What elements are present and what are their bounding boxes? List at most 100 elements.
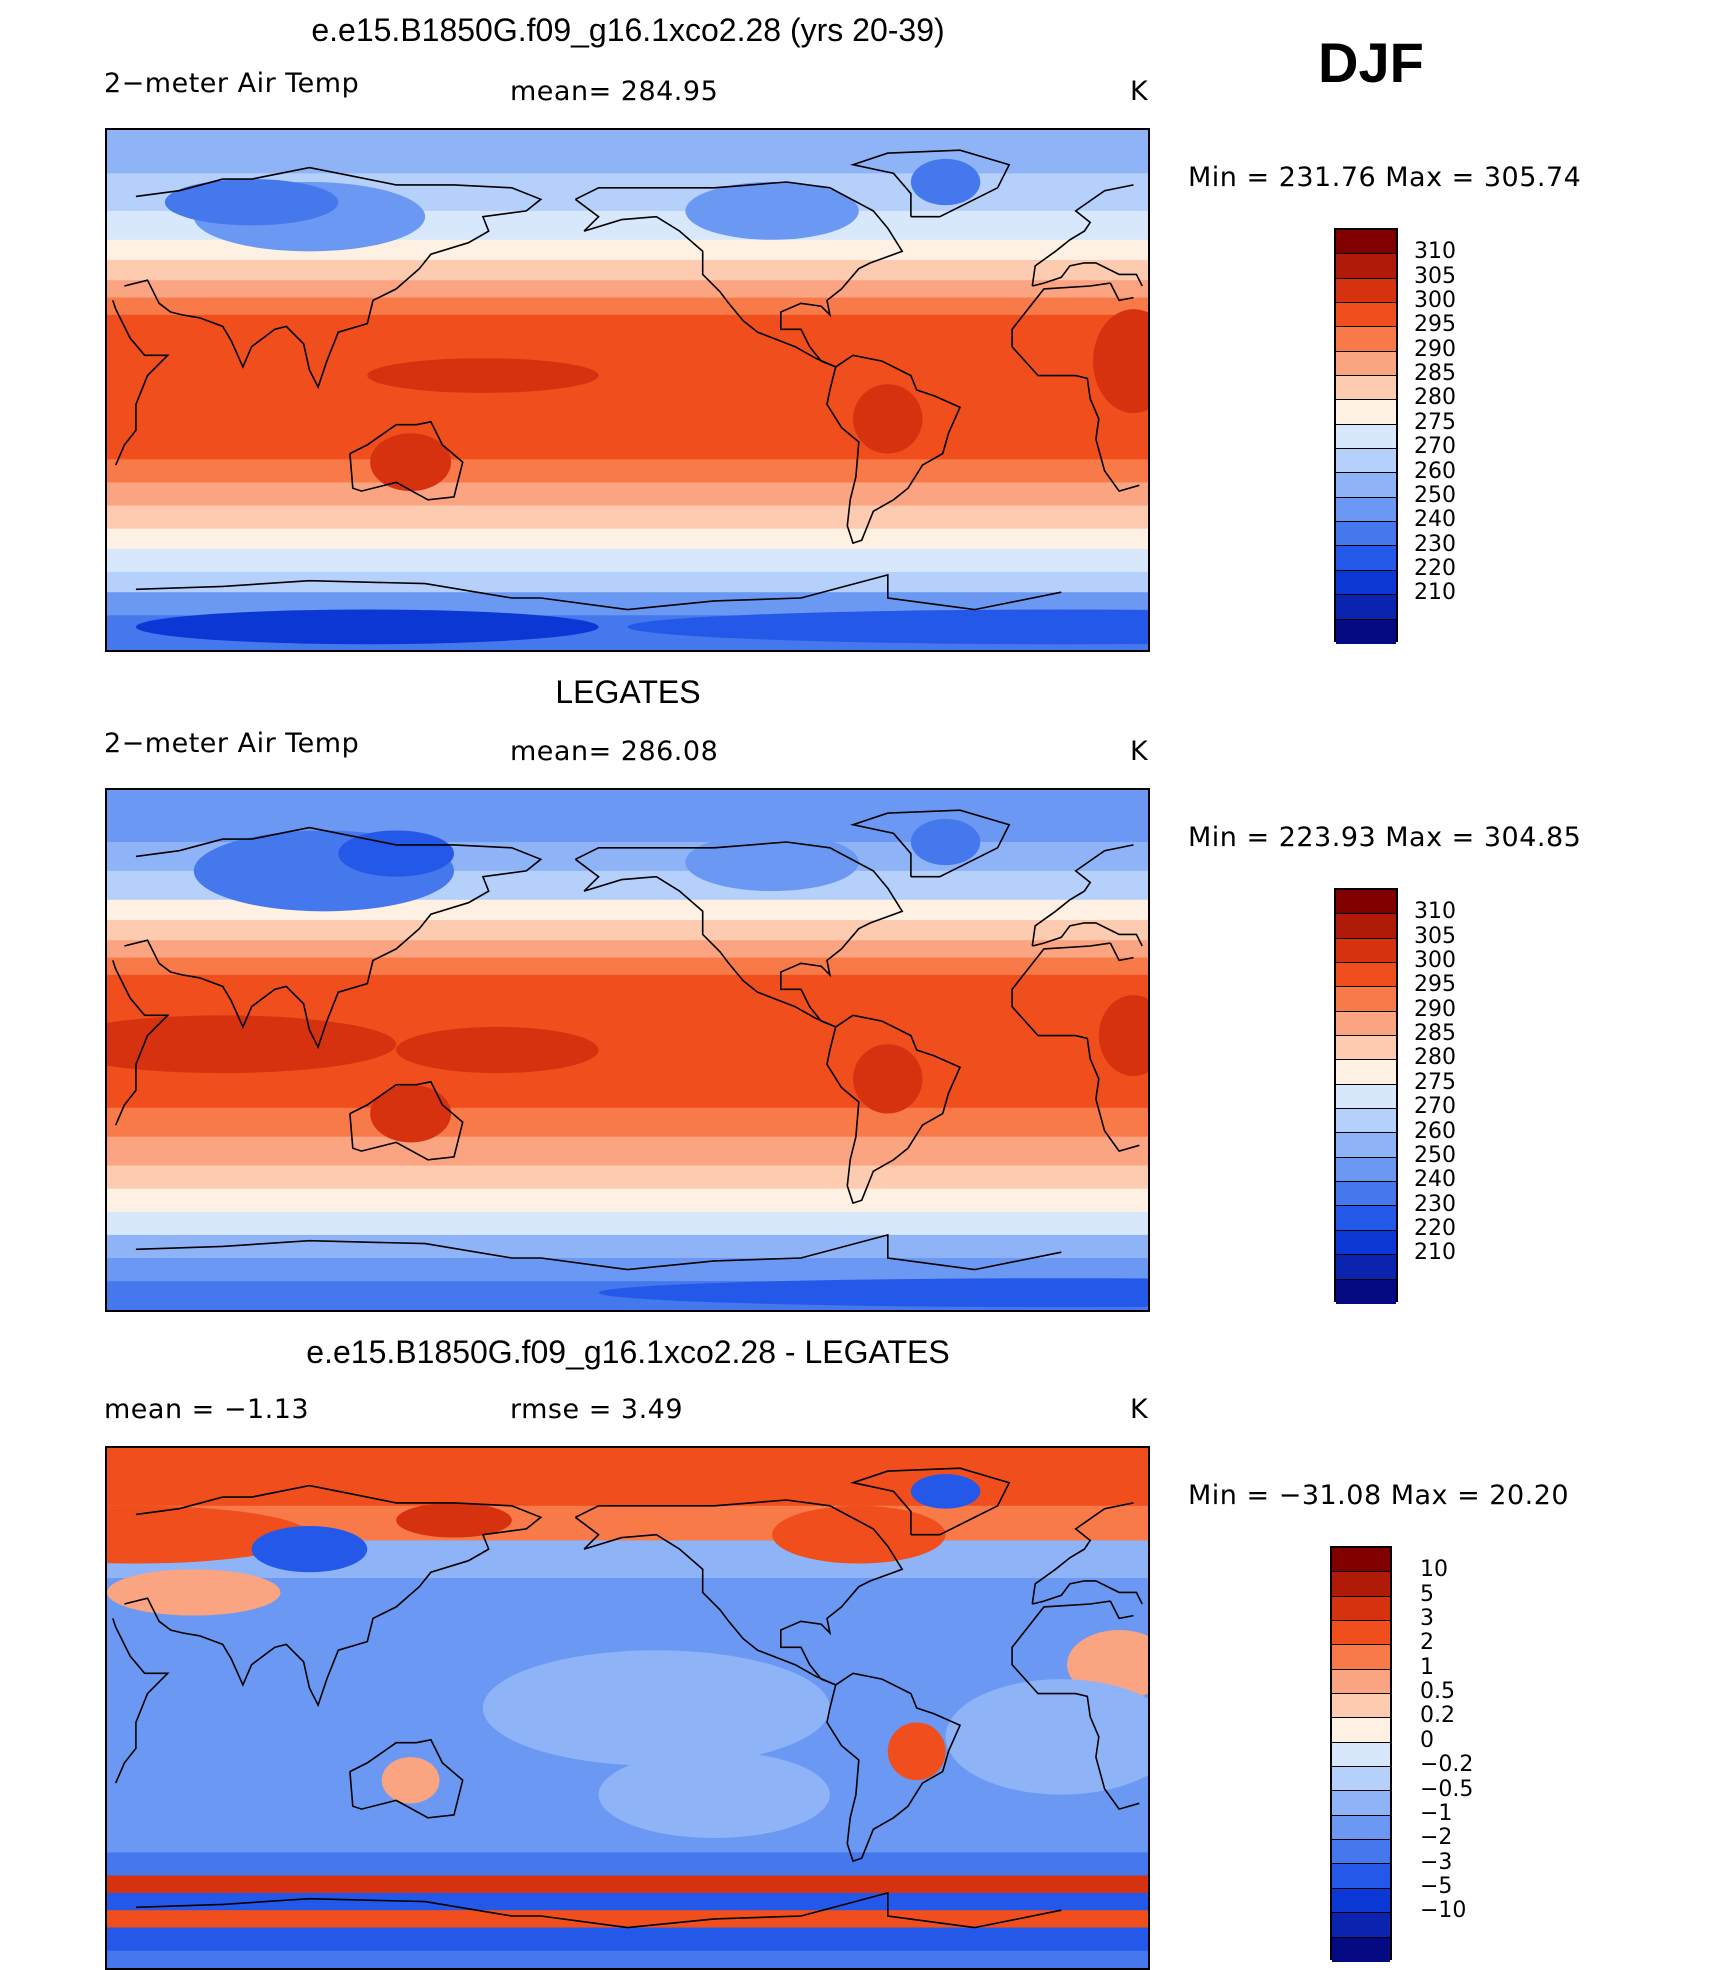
coastline xyxy=(849,1467,1011,1536)
colorbar-tick-label: 220 xyxy=(1414,555,1456,581)
panel1-map xyxy=(105,128,1150,652)
coastline xyxy=(849,149,1011,218)
colorbar-swatch xyxy=(1332,1718,1390,1743)
coastline xyxy=(112,1600,1140,1811)
season-label: DJF xyxy=(1318,31,1424,94)
colorbar-swatch xyxy=(1336,914,1396,939)
coastline xyxy=(112,282,1140,493)
panel2-mean-label: mean= 286.08 xyxy=(510,736,719,767)
colorbar-tick-label: 220 xyxy=(1414,1215,1456,1241)
contour-region xyxy=(107,1569,281,1616)
colorbar-swatch xyxy=(1336,546,1396,571)
colorbar-tick-label: 270 xyxy=(1414,434,1456,460)
colorbar-tick-label: 260 xyxy=(1414,458,1456,484)
colorbar-tick-label: 300 xyxy=(1414,948,1456,974)
contour-band xyxy=(107,1136,1148,1167)
contour-band xyxy=(107,940,1148,959)
coastline xyxy=(574,181,904,368)
panel3-mean-label: mean = −1.13 xyxy=(104,1394,310,1425)
contour-region xyxy=(598,1278,1148,1308)
coastline xyxy=(124,166,1143,390)
contour-band xyxy=(107,314,1148,460)
contour-region xyxy=(396,1026,599,1074)
panel3-heatmap xyxy=(107,1448,1148,1968)
contour-band xyxy=(107,1107,1148,1138)
colorbar-tick-label: 10 xyxy=(1420,1557,1448,1583)
colorbar-swatch xyxy=(1336,595,1396,620)
colorbar-swatch xyxy=(1336,522,1396,547)
coastline xyxy=(124,1484,1143,1708)
contour-region xyxy=(910,1474,981,1509)
colorbar-tick-label: 240 xyxy=(1414,1167,1456,1193)
coastline xyxy=(124,826,1143,1050)
contour-region xyxy=(910,818,981,866)
panel1-mean-label: mean= 284.95 xyxy=(510,76,719,107)
panel1-minmax: Min = 231.76 Max = 305.74 xyxy=(1188,162,1582,193)
colorbar-swatch xyxy=(1336,1182,1396,1207)
colorbar-tick-label: 280 xyxy=(1414,385,1456,411)
colorbar-swatch xyxy=(1332,1937,1390,1962)
contour-region xyxy=(945,1679,1148,1795)
contour-region xyxy=(1093,309,1148,414)
colorbar-tick-label: 250 xyxy=(1414,1142,1456,1168)
colorbar-tick-label: 5 xyxy=(1420,1581,1434,1607)
colorbar-swatch xyxy=(1332,1669,1390,1695)
colorbar-tick-label: 230 xyxy=(1414,531,1456,557)
contour-band xyxy=(107,130,1148,174)
colorbar-tick-label: 260 xyxy=(1414,1118,1456,1144)
coastline xyxy=(826,1014,962,1205)
contour-region xyxy=(772,1505,946,1564)
contour-band xyxy=(107,528,1148,550)
panel2-title: LEGATES xyxy=(555,674,701,710)
coastline xyxy=(574,841,904,1028)
colorbar-swatch xyxy=(1332,1694,1390,1719)
colorbar-tick-label: 305 xyxy=(1414,263,1456,289)
panel1-units: K xyxy=(1130,76,1149,107)
contour-band xyxy=(107,1578,1148,1622)
contour-band xyxy=(107,297,1148,316)
colorbar-swatch xyxy=(1336,278,1396,304)
colorbar-tick-label: 1 xyxy=(1420,1654,1434,1680)
colorbar-swatch xyxy=(1332,1864,1390,1889)
contour-band xyxy=(107,1950,1148,1968)
colorbar-swatch xyxy=(1336,303,1396,328)
colorbar-swatch xyxy=(1336,987,1396,1012)
panel1-heatmap xyxy=(107,130,1148,650)
colorbar-swatch xyxy=(1336,351,1396,377)
colorbar-swatch xyxy=(1332,1791,1390,1816)
colorbar-tick-label: 275 xyxy=(1414,409,1456,435)
colorbar-tick-label: 240 xyxy=(1414,507,1456,533)
colorbar-tick-label: 310 xyxy=(1414,899,1456,925)
colorbar-swatch xyxy=(1336,1279,1396,1304)
colorbar-tick-label: 285 xyxy=(1414,361,1456,387)
contour-band xyxy=(107,1165,1148,1190)
colorbar-tick-label: 270 xyxy=(1414,1094,1456,1120)
panel3-rmse-label: rmse = 3.49 xyxy=(510,1394,684,1425)
contour-region xyxy=(685,182,859,240)
contour-band xyxy=(107,260,1148,281)
contour-band xyxy=(107,1234,1148,1259)
contour-region xyxy=(381,1757,440,1804)
panel2-colorbar xyxy=(1334,888,1398,1304)
colorbar-swatch xyxy=(1332,1888,1390,1914)
colorbar-tick-label: 285 xyxy=(1414,1021,1456,1047)
panel2-variable-label: 2−meter Air Temp xyxy=(104,728,360,759)
colorbar-swatch xyxy=(1336,1230,1396,1256)
colorbar-tick-label: 290 xyxy=(1414,996,1456,1022)
contour-region xyxy=(482,1650,830,1766)
contour-band xyxy=(107,1211,1148,1236)
colorbar-swatch xyxy=(1336,619,1396,644)
coastline xyxy=(112,942,1140,1153)
colorbar-tick-label: 290 xyxy=(1414,336,1456,362)
coastline xyxy=(849,809,1011,878)
colorbar-swatch xyxy=(1336,1036,1396,1061)
colorbar-tick-label: −0.2 xyxy=(1420,1752,1474,1778)
contour-band xyxy=(107,1875,1148,1894)
colorbar-swatch xyxy=(1336,230,1396,255)
colorbar-tick-label: 0.2 xyxy=(1420,1703,1455,1729)
colorbar-swatch xyxy=(1336,424,1396,450)
panel1-colorbar xyxy=(1334,228,1398,644)
colorbar-swatch xyxy=(1332,1840,1390,1865)
contour-band xyxy=(107,572,1148,593)
coastline xyxy=(826,1672,962,1863)
